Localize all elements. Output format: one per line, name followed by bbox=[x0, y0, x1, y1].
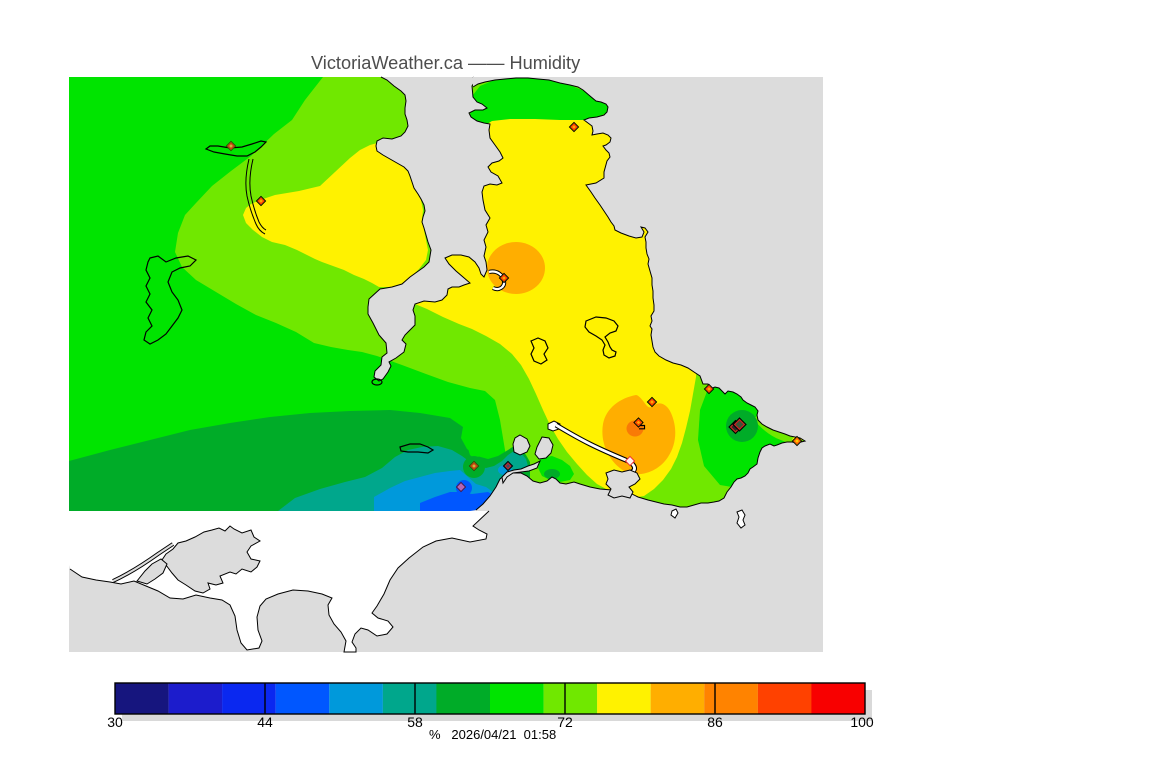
svg-text:% 2026/04/21 01:58: % 2026/04/21 01:58 bbox=[429, 727, 556, 742]
svg-text:VictoriaWeather.ca —— Humidity: VictoriaWeather.ca —— Humidity bbox=[311, 53, 581, 73]
svg-text:72: 72 bbox=[557, 714, 573, 730]
svg-text:44: 44 bbox=[257, 714, 273, 730]
svg-text:58: 58 bbox=[407, 714, 423, 730]
svg-text:30: 30 bbox=[107, 714, 123, 730]
svg-text:86: 86 bbox=[707, 714, 723, 730]
svg-text:100: 100 bbox=[850, 714, 874, 730]
